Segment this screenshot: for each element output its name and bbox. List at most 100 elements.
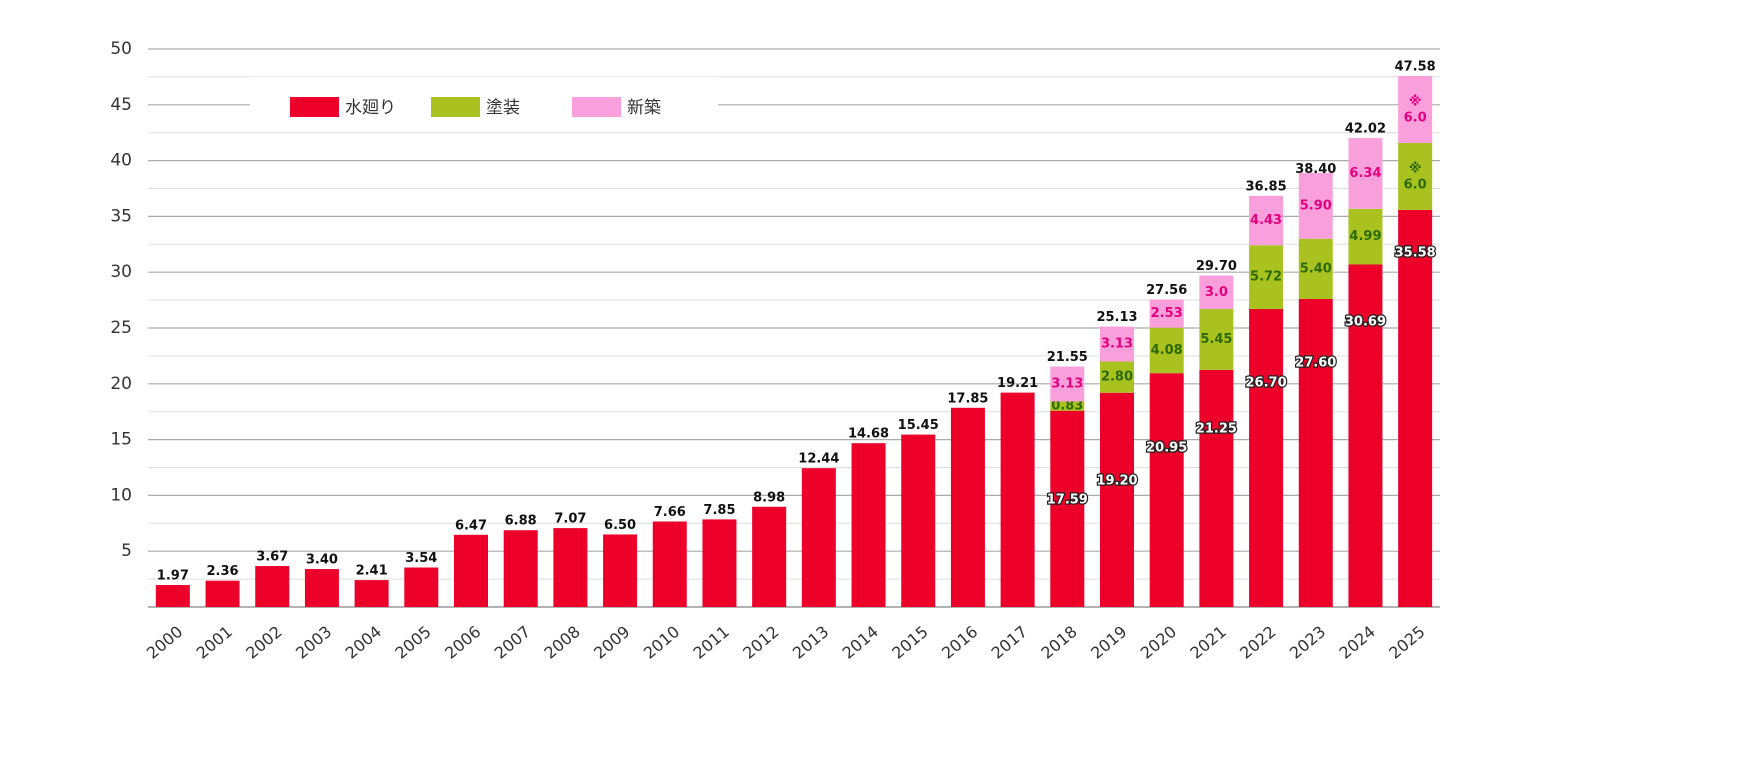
bar-segment [205,580,240,607]
value-label: 3.13 [1101,337,1133,352]
bar-segment [553,528,588,607]
total-label: 25.13 [1096,310,1137,325]
x-tick-label: 2019 [1087,622,1130,663]
value-label: 7.07 [554,512,586,527]
value-label: 8.98 [753,490,785,505]
value-label: 20.95 [1146,441,1187,456]
value-label: 19.21 [997,376,1038,391]
bar-segment [1249,309,1284,607]
value-label: 3.0 [1205,285,1228,300]
value-label: 3.40 [306,553,338,568]
x-tick-label: 2010 [640,622,683,663]
bar-segment [404,567,439,607]
legend-label: 塗装 [486,97,520,118]
bar-segment [1348,264,1383,607]
x-tick-label: 2020 [1137,622,1180,663]
x-tick-label: 2006 [441,622,484,663]
value-label: 19.20 [1096,474,1137,489]
legend: 水廻り 塗装 新築 [250,77,718,131]
bar-segment [603,534,638,607]
total-label: 29.70 [1196,259,1237,274]
y-tick-label: 5 [121,541,132,561]
bar-segment [901,434,936,607]
x-tick-label: 2007 [491,622,534,663]
y-tick-label: 35 [110,206,132,226]
x-tick-label: 2021 [1186,622,1229,663]
y-tick-label: 50 [110,39,132,59]
x-tick-label: 2013 [789,622,832,663]
bar-segment [1100,392,1134,607]
bar-segment [1398,76,1433,143]
value-label: 3.54 [405,551,437,566]
value-label: 35.58 [1395,246,1436,261]
value-label: 6.88 [505,514,537,529]
value-label: 27.60 [1295,356,1336,371]
y-tick-label: 15 [110,430,132,450]
bar-segment [1050,410,1085,607]
value-label: 26.70 [1246,376,1287,391]
value-label: 5.40 [1300,261,1332,276]
bar-segment [1298,172,1333,239]
value-label: 30.69 [1345,315,1386,330]
y-tick-label: 40 [110,151,132,171]
bar-segment [155,585,190,607]
y-tick-label: 20 [110,374,132,394]
bar-segment [1199,275,1234,310]
x-tick-label: 2004 [342,622,385,663]
bar-segment [1149,299,1184,328]
total-label: 21.55 [1047,350,1088,365]
legend-label: 新築 [627,98,661,118]
value-label: 2.80 [1101,370,1133,385]
x-tick-label: 2016 [938,622,981,663]
bar-segment [801,468,836,607]
value-label: 14.68 [848,427,889,442]
bar-segment [1050,401,1085,411]
bar-segment [851,443,886,607]
value-label: 1.97 [157,569,189,584]
total-label: 42.02 [1345,122,1386,137]
bar-segment [1249,245,1284,310]
bar-segment [950,407,985,607]
x-tick-label: 2024 [1336,622,1379,663]
x-tick-label: 2012 [739,622,782,663]
bar-segment [1398,142,1433,210]
x-tick-label: 2014 [839,622,882,663]
value-label: ※ 6.0 [1404,94,1427,125]
value-label: 2.53 [1151,306,1183,321]
bar-segment [454,534,488,607]
legend-label: 水廻り [345,98,396,118]
bar-segment [1398,209,1433,608]
x-tick-label: 2023 [1286,622,1329,663]
legend-swatch [572,97,621,117]
y-tick-label: 30 [110,262,132,282]
value-label: 7.85 [703,503,735,518]
x-tick-label: 2003 [292,622,335,663]
bar-segment [1100,326,1134,362]
value-label: 17.85 [947,391,988,406]
bar-segment [1149,327,1184,374]
legend-swatch [431,97,480,117]
bar-segment [1100,361,1134,393]
total-label: 47.58 [1395,60,1436,75]
bar-segment [1298,298,1333,607]
x-tick-label: 2008 [540,622,583,663]
x-tick-label: 2002 [242,622,285,663]
value-label: 2.36 [206,564,238,579]
bar-segment [1000,392,1035,607]
bar-segment [652,521,687,607]
value-label: 2.41 [356,564,388,579]
x-tick-label: 2018 [1037,622,1080,663]
bar-segment [1050,366,1085,402]
total-label: 36.85 [1246,179,1287,194]
bar-segment [1249,195,1284,246]
bar-segment [354,580,389,607]
bar-segment [1348,138,1383,209]
bar-segment [255,566,290,607]
bar-segment [1149,373,1184,607]
legend-swatch [290,97,339,117]
value-label: 6.47 [455,518,487,533]
x-tick-label: 2015 [888,622,931,663]
y-tick-label: 45 [110,95,132,115]
value-label: 12.44 [798,452,839,467]
